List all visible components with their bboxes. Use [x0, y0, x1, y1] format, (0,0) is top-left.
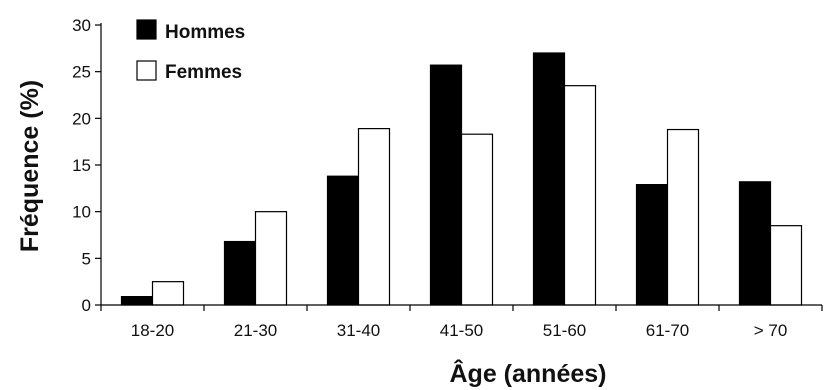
y-axis-title: Fréquence (%) — [16, 80, 44, 252]
bar-femmes-7 — [769, 225, 803, 306]
x-axis-title: Âge (années) — [450, 358, 607, 388]
y-tick-label: 10 — [72, 203, 91, 222]
bar-femmes-3 — [357, 128, 391, 306]
bar-femmes-5 — [563, 85, 597, 306]
bar-hommes-6 — [635, 184, 669, 306]
legend: Hommes Femmes — [136, 19, 245, 83]
bar-femmes-6 — [666, 128, 700, 306]
bar-hommes-3 — [326, 175, 360, 306]
y-ticks-group: 0 5 10 15 20 25 30 — [72, 16, 101, 315]
y-tick-label: 25 — [72, 63, 91, 82]
x-tick-label: 18-20 — [131, 321, 174, 340]
legend-label-femmes: Femmes — [165, 62, 242, 83]
legend-swatch-femmes — [136, 60, 157, 81]
y-tick-label: 15 — [72, 156, 91, 175]
bar-femmes-1 — [151, 281, 185, 306]
x-ticks-group: 18-20 21-30 31-40 41-50 51-60 61-70 > 70 — [100, 305, 823, 340]
bar-femmes-4 — [460, 133, 494, 306]
x-tick-label: 51-60 — [543, 321, 586, 340]
y-tick-label: 30 — [72, 16, 91, 35]
legend-swatch-hommes — [136, 19, 157, 40]
y-tick-label: 20 — [72, 109, 91, 128]
x-tick-label: 41-50 — [440, 321, 483, 340]
bars-group — [120, 52, 803, 306]
legend-label-hommes: Hommes — [165, 22, 245, 43]
x-tick-label: 31-40 — [337, 321, 380, 340]
bar-hommes-2 — [223, 240, 257, 306]
bar-hommes-7 — [738, 181, 772, 306]
y-tick-label: 0 — [82, 296, 91, 315]
bar-femmes-2 — [254, 211, 288, 306]
x-tick-label: 21-30 — [234, 321, 277, 340]
x-tick-label: 61-70 — [646, 321, 689, 340]
x-tick-label: > 70 — [754, 321, 788, 340]
y-tick-label: 5 — [82, 249, 91, 268]
bar-hommes-4 — [429, 64, 463, 306]
bar-hommes-1 — [120, 296, 154, 306]
bar-hommes-5 — [532, 52, 566, 306]
